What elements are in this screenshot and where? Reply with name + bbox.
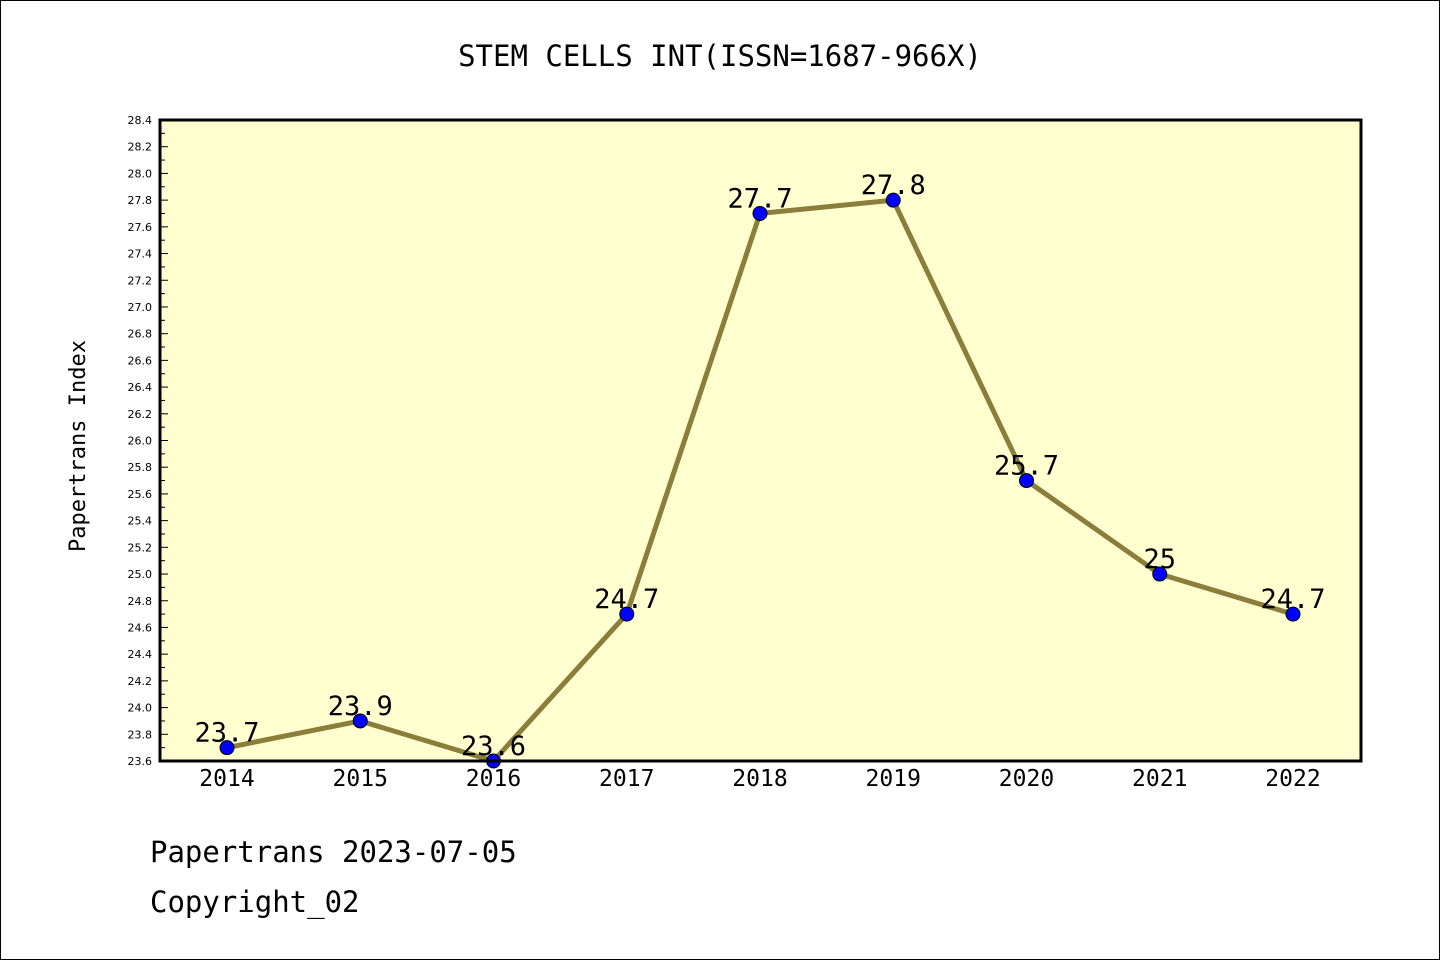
y-tick-label: 26.8 <box>128 328 153 341</box>
y-tick-label: 25.6 <box>128 488 153 501</box>
data-label: 23.6 <box>461 731 526 762</box>
chart-title: STEM CELLS INT(ISSN=1687-966X) <box>458 39 982 73</box>
x-tick-label: 2016 <box>466 766 521 792</box>
x-tick-label: 2020 <box>999 766 1054 792</box>
data-label: 27.7 <box>727 183 792 214</box>
data-label: 24.7 <box>1260 584 1325 615</box>
data-point-marker <box>352 713 368 729</box>
x-tick-label: 2017 <box>599 766 654 792</box>
x-tick-label: 2019 <box>866 766 921 792</box>
y-tick-label: 27.2 <box>128 274 153 287</box>
y-tick-label: 28.2 <box>128 141 153 154</box>
data-point-marker <box>619 606 635 622</box>
data-label: 25 <box>1143 544 1176 575</box>
data-point-marker <box>219 740 235 756</box>
data-point-marker <box>1285 606 1301 622</box>
y-tick-label: 25.0 <box>128 568 153 581</box>
y-tick-label: 24.2 <box>128 675 153 688</box>
y-tick-label: 27.4 <box>128 248 153 261</box>
y-tick-label: 24.0 <box>128 702 153 715</box>
y-tick-label: 23.8 <box>128 728 153 741</box>
data-labels: 23.7 23.9 23.6 24.7 27.7 27.8 25.7 25 24.7 <box>194 170 1325 762</box>
y-tick-label: 23.6 <box>128 755 153 768</box>
data-point-marker <box>1152 566 1168 582</box>
y-tick-label: 28.0 <box>128 167 153 180</box>
data-label: 23.7 <box>194 718 259 749</box>
y-axis-ticks: 23.6 23.8 24.0 24.2 24.4 24.6 24.8 25.0 25.2 25.4… <box>128 114 168 768</box>
data-markers <box>219 192 1301 769</box>
y-tick-label: 25.8 <box>128 461 153 474</box>
y-tick-label: 27.0 <box>128 301 153 314</box>
y-tick-label: 24.8 <box>128 595 153 608</box>
data-label: 24.7 <box>594 584 659 615</box>
y-tick-label: 26.0 <box>128 435 153 448</box>
y-tick-label: 26.2 <box>128 408 153 421</box>
x-tick-label: 2022 <box>1265 766 1320 792</box>
x-axis-tick-labels: 2014 2015 2016 2017 2018 2019 2020 2021 2022 <box>199 766 1320 792</box>
y-tick-label: 25.2 <box>128 541 153 554</box>
footer-copyright-line: Copyright_02 <box>150 885 360 919</box>
x-tick-label: 2014 <box>199 766 254 792</box>
data-label: 27.8 <box>861 170 926 201</box>
data-point-marker <box>885 192 901 208</box>
y-axis-label: Papertrans Index <box>66 340 91 552</box>
y-tick-label: 25.4 <box>128 515 153 528</box>
y-tick-label: 26.6 <box>128 354 153 367</box>
y-tick-label: 24.4 <box>128 648 153 661</box>
y-tick-label: 28.4 <box>128 114 153 127</box>
footer-date-line: Papertrans 2023-07-05 <box>150 835 517 869</box>
x-tick-label: 2015 <box>333 766 388 792</box>
x-tick-label: 2021 <box>1132 766 1187 792</box>
y-tick-label: 26.4 <box>128 381 153 394</box>
data-label: 25.7 <box>994 451 1059 482</box>
plot-area <box>160 120 1361 761</box>
y-tick-label: 24.6 <box>128 621 153 634</box>
y-tick-label: 27.6 <box>128 221 153 234</box>
data-point-marker <box>1019 473 1034 489</box>
x-tick-label: 2018 <box>732 766 787 792</box>
plot-border <box>158 118 1363 763</box>
data-label: 23.9 <box>328 691 393 722</box>
data-point-marker <box>752 205 768 221</box>
y-tick-label: 27.8 <box>128 194 153 207</box>
